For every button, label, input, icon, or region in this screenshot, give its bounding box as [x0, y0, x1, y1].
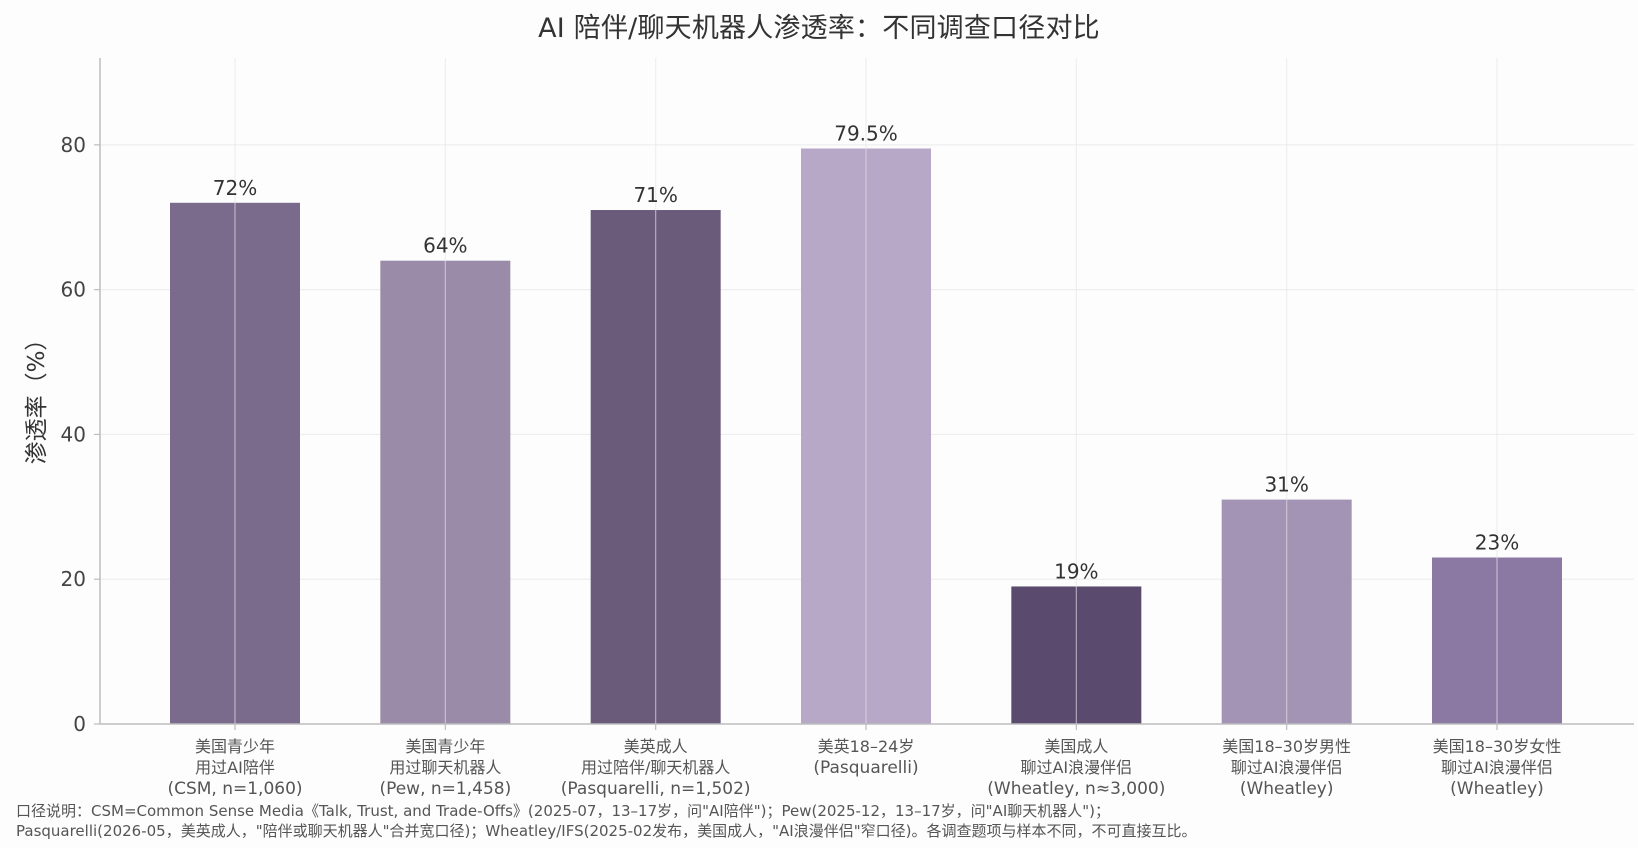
- x-tick-label: (Wheatley): [1450, 779, 1544, 799]
- y-tick-label: 20: [61, 567, 86, 591]
- x-tick-label: 用过陪伴/聊天机器人: [581, 758, 730, 777]
- x-tick-label: 聊过AI浪漫伴侣: [1020, 758, 1132, 777]
- x-tick-label: 美国青少年: [195, 737, 275, 756]
- x-tick-label: 美国成人: [1044, 737, 1108, 756]
- x-tick-label: (Wheatley, n≈3,000): [987, 779, 1165, 799]
- data-label: 72%: [213, 176, 257, 200]
- data-label: 31%: [1264, 473, 1308, 497]
- vertical-grid-layer: [234, 58, 1498, 724]
- x-tick-label: 聊过AI浪漫伴侣: [1231, 758, 1343, 777]
- footnote-line-2: Pasquarelli(2026-05，美英成人，"陪伴或聊天机器人"合并宽口径…: [16, 822, 1197, 840]
- x-tick-label: 美英成人: [624, 737, 688, 756]
- data-label: 19%: [1054, 559, 1098, 583]
- x-tick-label: 用过聊天机器人: [389, 758, 501, 777]
- y-axis-label: 渗透率（%）: [24, 328, 50, 465]
- y-tick-label: 40: [61, 422, 86, 446]
- x-tick-label: (Wheatley): [1240, 779, 1334, 799]
- x-tick-label: (Pew, n=1,458): [379, 779, 511, 799]
- y-tick-label: 80: [61, 133, 86, 157]
- footnote-line-1: 口径说明：CSM=Common Sense Media《Talk, Trust,…: [16, 802, 1110, 820]
- axis-layer: 0 20 40 60 80 渗透率（%）: [24, 58, 1634, 736]
- x-tick-label: 美英18–24岁: [818, 737, 915, 756]
- data-label: 23%: [1475, 531, 1519, 555]
- y-tick-label: 0: [73, 712, 86, 736]
- chart-title: AI 陪伴/聊天机器人渗透率：不同调查口径对比: [538, 13, 1100, 44]
- x-tick-label: 聊过AI浪漫伴侣: [1441, 758, 1553, 777]
- x-tick-label: (CSM, n=1,060): [167, 779, 302, 799]
- data-label: 79.5%: [834, 121, 898, 145]
- x-tick-label: (Pasquarelli, n=1,502): [561, 779, 751, 799]
- x-tick-label: 美国18–30岁男性: [1222, 737, 1351, 756]
- data-label: 64%: [423, 234, 467, 258]
- data-label: 71%: [633, 183, 677, 207]
- x-tick-label: 美国青少年: [405, 737, 485, 756]
- x-tick-label: 美国18–30岁女性: [1433, 737, 1562, 756]
- y-tick-label: 60: [61, 278, 86, 302]
- x-tick-label: (Pasquarelli): [813, 758, 918, 778]
- x-tick-label: 用过AI陪伴: [195, 758, 275, 777]
